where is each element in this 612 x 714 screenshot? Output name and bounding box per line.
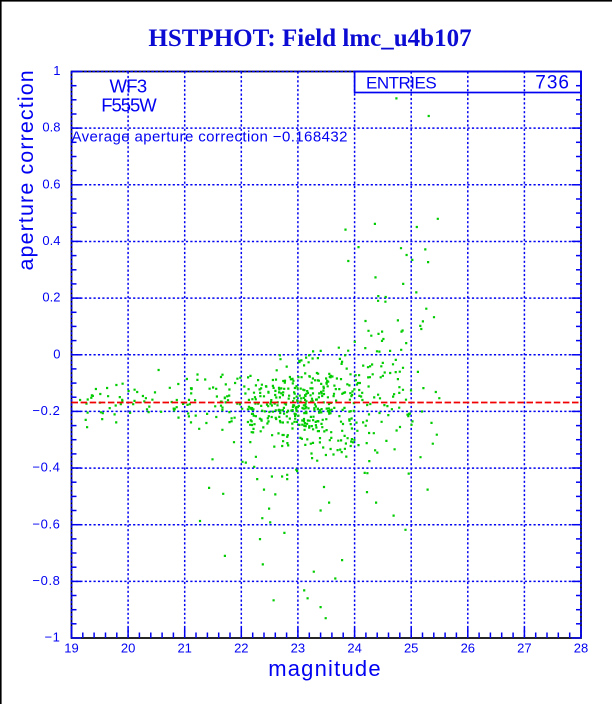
- svg-text:F555W: F555W: [101, 95, 157, 116]
- svg-text:27: 27: [517, 641, 531, 656]
- svg-text:19: 19: [64, 641, 78, 656]
- svg-text:26: 26: [461, 641, 475, 656]
- svg-text:magnitude: magnitude: [268, 656, 382, 681]
- svg-text:25: 25: [404, 641, 418, 656]
- svg-text:1: 1: [53, 63, 60, 78]
- svg-text:Average aperture correction −0: Average aperture correction −0.168432: [72, 129, 348, 146]
- svg-text:ENTRIES: ENTRIES: [366, 74, 436, 93]
- svg-text:28: 28: [574, 641, 588, 656]
- svg-text:20: 20: [121, 641, 135, 656]
- svg-text:0.6: 0.6: [42, 176, 60, 191]
- svg-text:0.2: 0.2: [42, 290, 60, 305]
- svg-text:aperture correction: aperture correction: [14, 69, 38, 270]
- svg-text:WF3: WF3: [110, 76, 147, 97]
- svg-text:736: 736: [535, 73, 570, 94]
- svg-text:0.8: 0.8: [42, 120, 60, 135]
- svg-text:23: 23: [291, 641, 305, 656]
- svg-text:−0.8: −0.8: [32, 573, 60, 588]
- svg-text:−0.4: −0.4: [32, 460, 60, 475]
- svg-text:−1: −1: [44, 630, 60, 645]
- svg-text:24: 24: [347, 641, 361, 656]
- svg-text:−0.6: −0.6: [32, 516, 60, 531]
- svg-text:0: 0: [53, 346, 60, 361]
- svg-text:−0.2: −0.2: [32, 403, 60, 418]
- svg-text:HSTPHOT: Field lmc_u4b107: HSTPHOT: Field lmc_u4b107: [148, 25, 471, 52]
- svg-text:0.4: 0.4: [42, 233, 60, 248]
- svg-text:22: 22: [234, 641, 248, 656]
- svg-text:21: 21: [177, 641, 191, 656]
